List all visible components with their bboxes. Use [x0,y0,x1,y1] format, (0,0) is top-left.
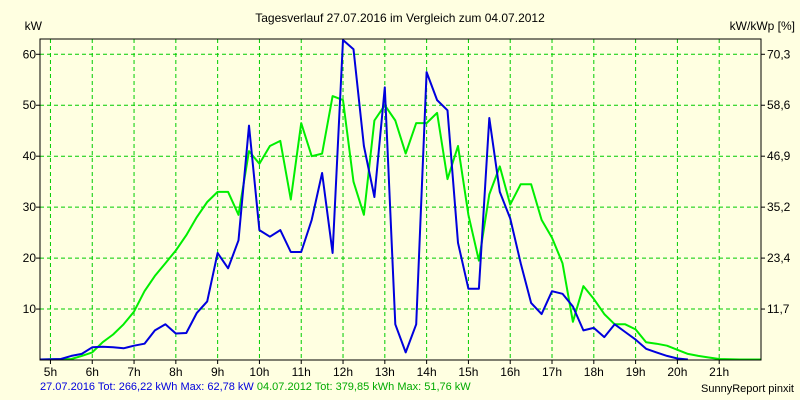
y-tick-label-right: 70,3 [767,47,791,61]
x-tick-label: 10h [249,365,269,379]
y-tick-label-left: 60 [23,47,37,61]
y-tick-label-left: 40 [23,149,37,163]
x-tick-label: 17h [542,365,562,379]
x-tick-label: 9h [211,365,224,379]
y-tick-label-right: 46,9 [767,149,791,163]
x-tick-label: 14h [417,365,437,379]
x-tick-label: 6h [86,365,99,379]
x-tick-label: 13h [375,365,395,379]
x-tick-label: 12h [333,365,353,379]
legend-series-2016: 27.07.2016 Tot: 266,22 kWh Max: 62,78 kW [40,381,254,393]
x-tick-label: 18h [584,365,604,379]
y-axis-left-label: kW [25,19,43,33]
x-tick-label: 19h [626,365,646,379]
x-tick-label: 16h [500,365,520,379]
x-tick-label: 15h [458,365,478,379]
y-tick-label-left: 20 [23,251,37,265]
y-tick-label-right: 58,6 [767,98,791,112]
footer-legend: 27.07.2016 Tot: 266,22 kWh Max: 62,78 kW… [40,381,471,393]
x-tick-label: 20h [667,365,687,379]
x-tick-label: 21h [709,365,729,379]
x-tick-label: 5h [44,365,57,379]
chart-title: Tagesverlauf 27.07.2016 im Vergleich zum… [255,11,545,25]
x-tick-label: 7h [127,365,140,379]
plot-frame [39,38,762,361]
y-tick-label-right: 11,7 [767,302,790,316]
x-tick-label: 11h [292,365,311,379]
series-line-2012 [39,95,761,361]
x-tick-label: 8h [169,365,182,379]
y-tick-label-right: 35,2 [767,200,791,214]
report-credit: SunnyReport pinxit [701,383,794,395]
y-axis-right-label: kW/kWp [%] [730,19,795,33]
y-tick-label-left: 30 [23,200,37,214]
y-tick-label-left: 50 [23,98,37,112]
y-tick-label-left: 10 [23,302,37,316]
legend-series-2012: 04.07.2012 Tot: 379,85 kWh Max: 51,76 kW [256,381,471,393]
y-tick-label-right: 23,4 [767,251,791,265]
series-line-2016 [39,39,688,361]
